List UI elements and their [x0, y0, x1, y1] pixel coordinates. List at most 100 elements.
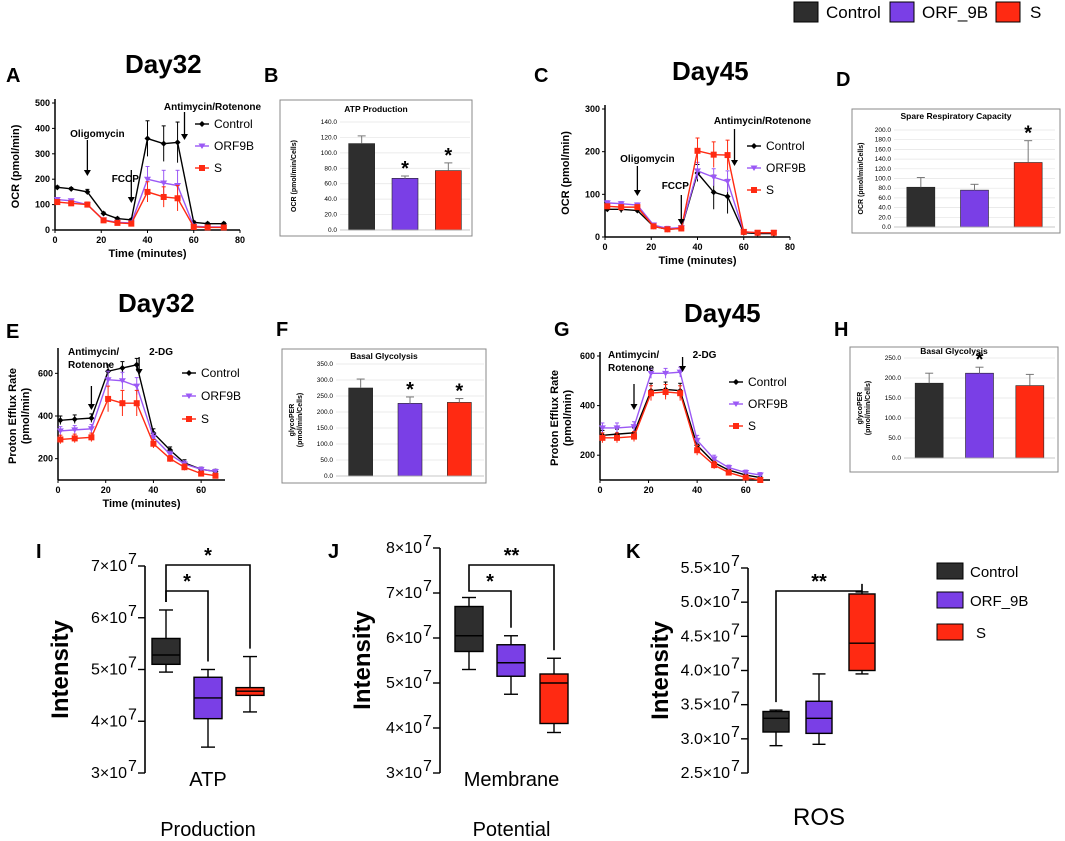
y-axis-label: OCR (pmol/min/Cells)	[291, 140, 298, 212]
panel-letter-e: E	[6, 321, 19, 343]
data-point-orf9b	[742, 470, 750, 476]
data-point-control	[88, 415, 95, 422]
data-point-orf9b	[693, 437, 701, 444]
significance-bracket	[468, 589, 512, 628]
y-axis-label: glycoPER(pmol/min/Cells)	[857, 381, 872, 435]
y-tick-label: 6×10	[386, 630, 422, 647]
y-tick-exponent: 7	[128, 551, 137, 568]
legend-label-orf9b: ORF9B	[766, 161, 806, 175]
panel-letter-f: F	[276, 319, 288, 341]
y-axis-label: Intensity	[47, 620, 74, 719]
title-day32-top: Day32	[125, 49, 202, 79]
data-point-control	[119, 365, 126, 371]
data-point-orf9b	[756, 472, 764, 479]
legend-label-orf9b: ORF_9B	[922, 3, 988, 22]
annotation-label: Antimycin/	[608, 350, 659, 361]
data-point-s	[677, 390, 684, 397]
data-point-orf9b	[149, 434, 157, 441]
legend-label-s: S	[1030, 3, 1041, 22]
x-tick-label: 80	[235, 235, 245, 245]
x-tick-label: 0	[602, 242, 607, 252]
y-tick-label: 100	[35, 200, 50, 210]
legend-marker	[751, 187, 757, 193]
y-tick-label: 500	[35, 98, 50, 108]
legend-marker	[198, 143, 206, 149]
legend-marker	[186, 370, 192, 376]
significance-bracket	[775, 583, 863, 703]
y-axis-label: Intensity	[647, 621, 674, 720]
x-tick-label: 40	[148, 485, 158, 495]
y-tick-label: 180.0	[875, 137, 892, 144]
box-legend-label-s: S	[976, 625, 986, 642]
x-tick-label: 20	[644, 485, 654, 495]
bar-orf_9b	[965, 372, 994, 459]
data-point-orf9b	[613, 425, 621, 431]
data-point-orf9b	[197, 466, 205, 473]
y-axis-label: OCR (pmol/min/Cells)	[858, 143, 865, 215]
y-tick-label: 5.0×10	[681, 594, 730, 611]
y-tick-label: 250.0	[885, 355, 902, 362]
y-tick-label: 0.0	[892, 455, 901, 462]
y-tick-label: 0.0	[324, 473, 333, 480]
data-point-orf9b	[87, 426, 95, 432]
y-tick-label: 600	[580, 351, 595, 361]
chart-c-ocr-day45: 0 20 40 60 80 0 100 200 300 Time (minutes) OCR (pm…	[560, 104, 812, 267]
box-legend: Control ORF_9B S	[936, 562, 1028, 642]
data-point-orf9b	[118, 378, 126, 384]
chart-title: Basal Glycolysis	[350, 351, 418, 361]
significance-label: **	[811, 571, 827, 593]
y-tick-label: 300	[585, 104, 600, 114]
legend-label-control: Control	[826, 3, 881, 22]
data-point-s	[770, 229, 777, 236]
y-tick-exponent: 7	[423, 758, 432, 775]
y-tick-exponent: 7	[423, 623, 432, 640]
box-control	[151, 637, 181, 666]
data-point-s	[614, 434, 620, 441]
significance-label: *	[204, 545, 212, 567]
data-point-s	[68, 200, 75, 207]
data-point-control	[68, 185, 75, 192]
chart-title: Basal Glycolysis	[920, 346, 988, 356]
significance-bracket	[468, 564, 555, 651]
box-orf_9b	[496, 644, 526, 677]
data-point-orf9b	[724, 179, 732, 185]
y-tick-label: 100.0	[875, 176, 892, 183]
annotation-label: Oligomycin	[620, 154, 674, 165]
data-point-s	[618, 204, 625, 211]
significance-bracket	[165, 564, 251, 649]
data-point-control	[133, 361, 140, 368]
x-tick-label: 20	[101, 485, 111, 495]
data-point-control	[174, 139, 181, 146]
legend-label-s: S	[748, 419, 756, 433]
y-axis-label: OCR (pmol/min)	[10, 124, 22, 208]
data-point-orf9b	[676, 369, 684, 376]
annotation-arrowhead	[83, 170, 91, 176]
y-tick-label: 4.5×10	[681, 628, 730, 645]
series-line-control	[57, 137, 224, 225]
y-axis-label: Proton Efflux Rate(pmol/min)	[549, 370, 574, 466]
y-tick-label: 5.5×10	[681, 560, 730, 577]
y-tick-label: 6×10	[91, 610, 127, 627]
bar-s	[447, 402, 472, 477]
box-orf_9b	[805, 700, 833, 735]
data-point-orf9b	[630, 424, 638, 430]
data-point-s	[742, 474, 749, 481]
panel-letter-a: A	[6, 65, 20, 87]
data-point-s	[725, 469, 732, 476]
data-point-s	[710, 151, 717, 158]
chart-d-spare-capacity: Spare Respiratory Capacity 0.0 20.0 40.0 60.…	[851, 108, 1061, 234]
data-point-orf9b	[160, 180, 168, 187]
data-point-s	[128, 220, 135, 227]
y-tick-label: 3×10	[91, 765, 127, 782]
data-point-control	[724, 193, 731, 200]
annotation-arrowhead	[731, 160, 738, 166]
legend-label-control: Control	[201, 366, 240, 380]
annotation-arrowhead	[181, 134, 188, 140]
significance-star: *	[406, 379, 414, 401]
panel-letter-b: B	[264, 65, 278, 87]
data-point-orf9b	[647, 370, 655, 377]
chart-k-ros-box: 2.5×10 73.0×10 73.5×10 74.0×10 74.5×10 75.0×1…	[647, 553, 876, 831]
panel-letter-d: D	[836, 69, 850, 91]
annotation-arrowhead	[679, 366, 687, 372]
